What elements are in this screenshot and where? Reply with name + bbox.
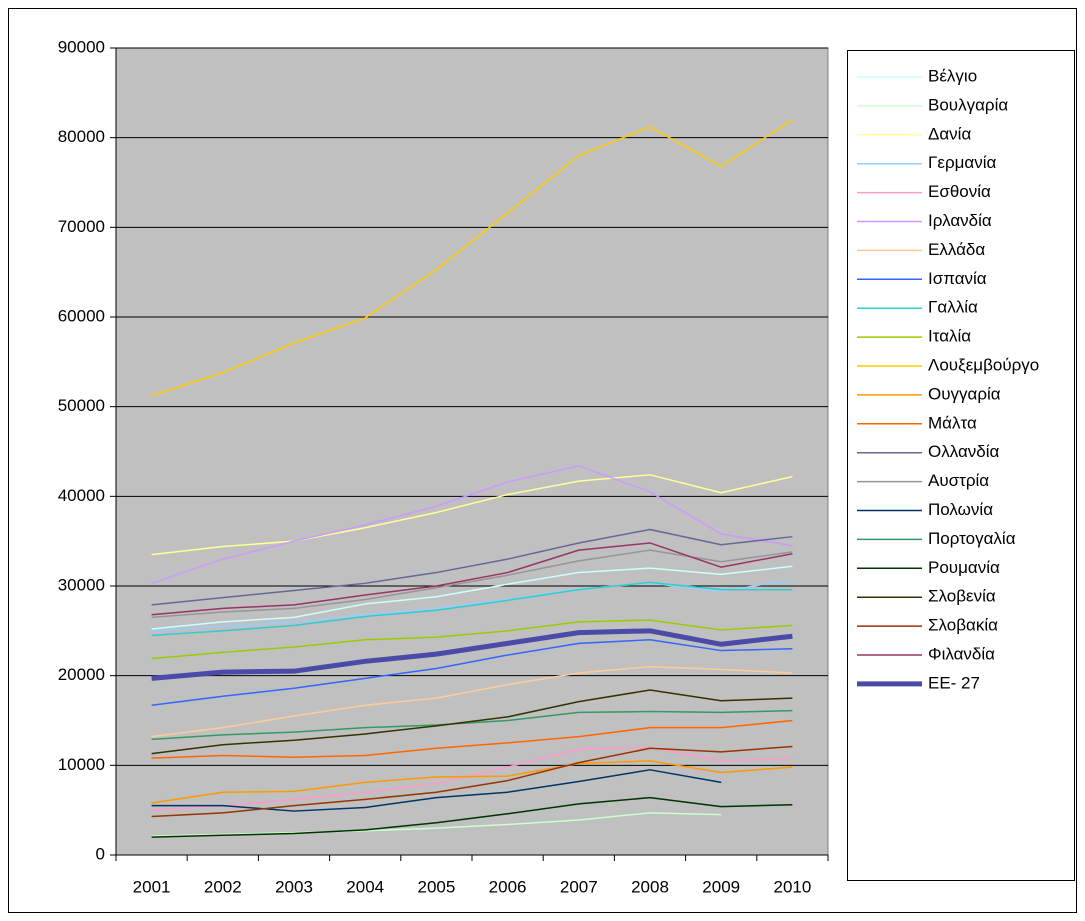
legend-label: Σλοβενία (928, 587, 996, 606)
series-line (151, 760, 793, 804)
series-line (151, 709, 793, 741)
legend-label: Δανία (928, 124, 971, 143)
series-line (151, 745, 793, 818)
series-line (151, 528, 793, 606)
x-tick-label: 2007 (560, 877, 598, 896)
y-tick-label: 50000 (58, 396, 105, 415)
legend-label: Σλοβακία (928, 616, 998, 635)
legend-label: Πολωνία (928, 500, 993, 519)
series-line (151, 581, 793, 637)
series-line (151, 465, 793, 585)
y-tick-label: 20000 (58, 665, 105, 684)
series-line (151, 665, 793, 738)
legend-label: Μάλτα (928, 413, 977, 432)
legend-box (847, 50, 1075, 881)
legend-label: Αυστρία (928, 471, 989, 490)
series-line (151, 639, 793, 707)
series-line (151, 619, 793, 660)
legend-label: Φιλανδία (928, 644, 995, 663)
legend-label: Γερμανία (928, 153, 997, 172)
series-line (151, 769, 722, 812)
legend-label: Ολλανδία (928, 442, 1000, 461)
series-line (151, 796, 793, 838)
plot-area (115, 47, 829, 856)
y-tick-label: 10000 (58, 755, 105, 774)
x-tick-label: 2008 (631, 877, 669, 896)
x-tick-label: 2004 (346, 877, 384, 896)
x-tick-label: 2010 (773, 877, 811, 896)
series-line (151, 719, 793, 759)
series-line (151, 474, 793, 556)
legend-label: Ελλάδα (928, 240, 985, 259)
y-tick-label: 70000 (58, 217, 105, 236)
legend-label: Ιταλία (928, 327, 971, 346)
legend-label: Βουλγαρία (928, 95, 1008, 114)
legend-label: Ουγγαρία (928, 384, 1001, 403)
legend-label: Ρουμανία (928, 558, 1000, 577)
legend-label: ΕΕ- 27 (928, 673, 980, 692)
legend-label: Ισπανία (928, 269, 987, 288)
series-line (151, 549, 793, 619)
x-tick-label: 2006 (489, 877, 527, 896)
series-line (151, 119, 793, 397)
series-line (151, 628, 793, 681)
legend-label: Λουξεμβούργο (928, 355, 1039, 374)
y-tick-label: 90000 (58, 37, 105, 56)
series-line (151, 578, 793, 632)
legend-label: Ιρλανδία (928, 211, 992, 230)
series-line (151, 746, 793, 811)
y-tick-label: 0 (96, 844, 105, 863)
series-line (151, 542, 793, 616)
y-tick-label: 60000 (58, 306, 105, 325)
legend-label: Γαλλία (928, 298, 978, 317)
series-line (151, 689, 793, 755)
y-tick-label: 40000 (58, 486, 105, 505)
x-tick-label: 2002 (204, 877, 242, 896)
y-tick-label: 80000 (58, 127, 105, 146)
legend-label: Βέλγιο (928, 66, 977, 85)
x-tick-label: 2003 (275, 877, 313, 896)
legend-label: Πορτογαλία (928, 529, 1016, 548)
y-tick-label: 30000 (58, 575, 105, 594)
x-tick-label: 2005 (417, 877, 455, 896)
series-line (151, 565, 793, 630)
x-tick-label: 2009 (702, 877, 740, 896)
series-line (151, 812, 722, 837)
x-tick-label: 2001 (133, 877, 171, 896)
legend-label: Εσθονία (928, 182, 991, 201)
